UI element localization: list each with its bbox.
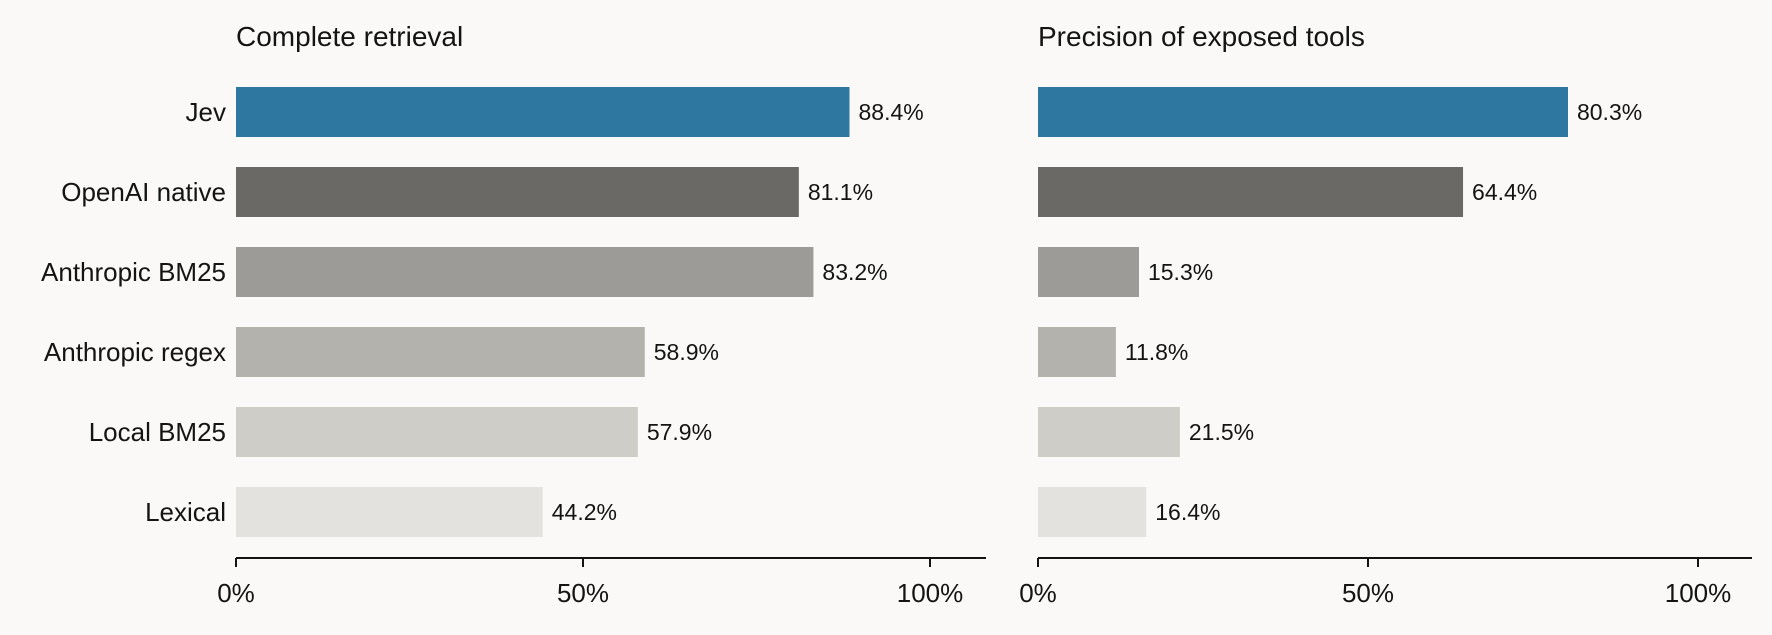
bar-local-bm25 <box>236 407 638 457</box>
data-label: 58.9% <box>654 339 719 365</box>
data-label: 57.9% <box>647 419 712 445</box>
x-tick-label: 100% <box>897 578 964 608</box>
data-label: 83.2% <box>822 259 887 285</box>
bar-lexical <box>236 487 543 537</box>
data-label: 88.4% <box>858 99 923 125</box>
bar-anthropic-bm25 <box>236 247 814 297</box>
data-label: 81.1% <box>808 179 873 205</box>
data-label: 21.5% <box>1189 419 1254 445</box>
bar-openai-native <box>236 167 799 217</box>
data-label: 64.4% <box>1472 179 1537 205</box>
data-label: 80.3% <box>1577 99 1642 125</box>
chart-title: Precision of exposed tools <box>1038 21 1365 52</box>
panel-complete-retrieval: Complete retrieval 88.4% Jev 81.1% OpenAI n… <box>41 21 986 608</box>
bar-lexical <box>1038 487 1147 537</box>
bar-jev <box>236 87 850 137</box>
category-label: Anthropic regex <box>44 337 226 367</box>
category-label: Jev <box>186 97 226 127</box>
bar-local-bm25 <box>1038 407 1180 457</box>
data-label: 15.3% <box>1148 259 1213 285</box>
x-tick-label: 50% <box>1342 578 1394 608</box>
x-tick-label: 0% <box>1019 578 1057 608</box>
chart-title: Complete retrieval <box>236 21 463 52</box>
bar-anthropic-regex <box>1038 327 1116 377</box>
bar-anthropic-bm25 <box>1038 247 1139 297</box>
data-label: 44.2% <box>552 499 617 525</box>
data-label: 16.4% <box>1155 499 1220 525</box>
x-tick-label: 100% <box>1665 578 1732 608</box>
category-label: Lexical <box>145 497 226 527</box>
category-label: OpenAI native <box>61 177 226 207</box>
x-tick-label: 50% <box>557 578 609 608</box>
data-label: 11.8% <box>1125 339 1189 365</box>
bar-jev <box>1038 87 1568 137</box>
bar-anthropic-regex <box>236 327 645 377</box>
bar-openai-native <box>1038 167 1464 217</box>
category-label: Anthropic BM25 <box>41 257 226 287</box>
category-label: Local BM25 <box>89 417 226 447</box>
panel-precision-of-exposed-tools: Precision of exposed tools 80.3% 64.4% 15.… <box>1019 21 1752 608</box>
x-tick-label: 0% <box>217 578 255 608</box>
